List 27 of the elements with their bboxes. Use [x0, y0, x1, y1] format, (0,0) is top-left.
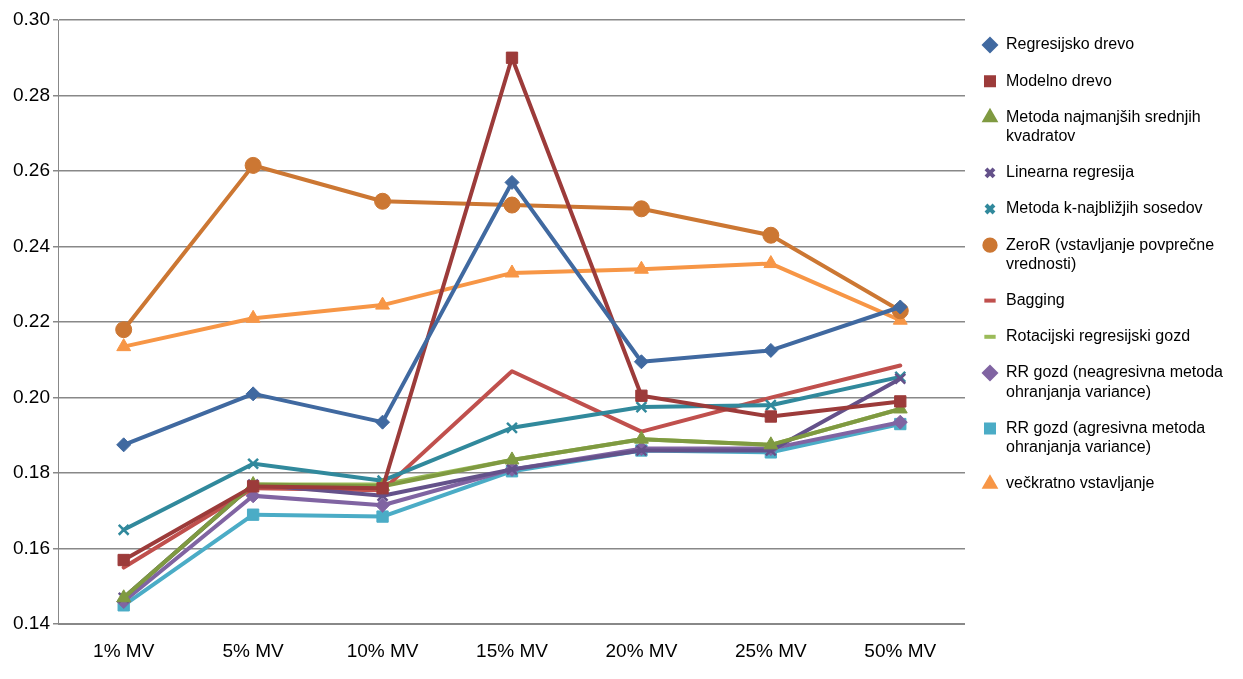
y-tick-label: 0.18: [13, 461, 50, 483]
y-tick-label: 0.20: [13, 385, 50, 407]
y-tick-label: 0.16: [13, 536, 50, 558]
x-tick-label: 15% MV: [476, 639, 549, 661]
legend-label: Metoda k-najbližjih sosedov: [1005, 199, 1203, 217]
legend-label: Metoda najmanjših srednjih kvadratov: [1005, 107, 1201, 145]
legend-label: Bagging: [1005, 291, 1065, 309]
x-tick-label: 5% MV: [222, 639, 285, 661]
y-tick-label: 0.26: [13, 159, 50, 181]
y-tick-label: 0.22: [13, 310, 50, 332]
legend-label: Regresijsko drevo: [1005, 35, 1135, 53]
x-tick-label: 25% MV: [734, 639, 808, 661]
legend-label: ZeroR (vstavljanje povprečne vrednosti): [1005, 235, 1215, 272]
x-tick-label: 1% MV: [93, 639, 155, 661]
y-tick-label: 0.28: [13, 83, 50, 105]
legend-label: Linearna regresija: [1005, 163, 1135, 181]
x-tick-label: 20% MV: [605, 639, 678, 661]
x-tick-label: 10% MV: [346, 639, 419, 661]
x-tick-label: 50% MV: [864, 639, 937, 661]
y-tick-label: 0.14: [13, 612, 51, 634]
y-tick-label: 0.30: [13, 8, 50, 30]
legend-label: Rotacijski regresijski gozd: [1005, 327, 1191, 345]
legend-label: RR gozd (agresivna metoda ohranjanja variance): [1005, 418, 1206, 456]
legend-label: večkratno vstavljanje: [1005, 474, 1155, 492]
y-tick-label: 0.24: [13, 234, 51, 256]
legend-label: RR gozd (neagresivna metoda ohranjanja variance): [1005, 363, 1224, 400]
legend-label: Modelno drevo: [1005, 71, 1112, 89]
